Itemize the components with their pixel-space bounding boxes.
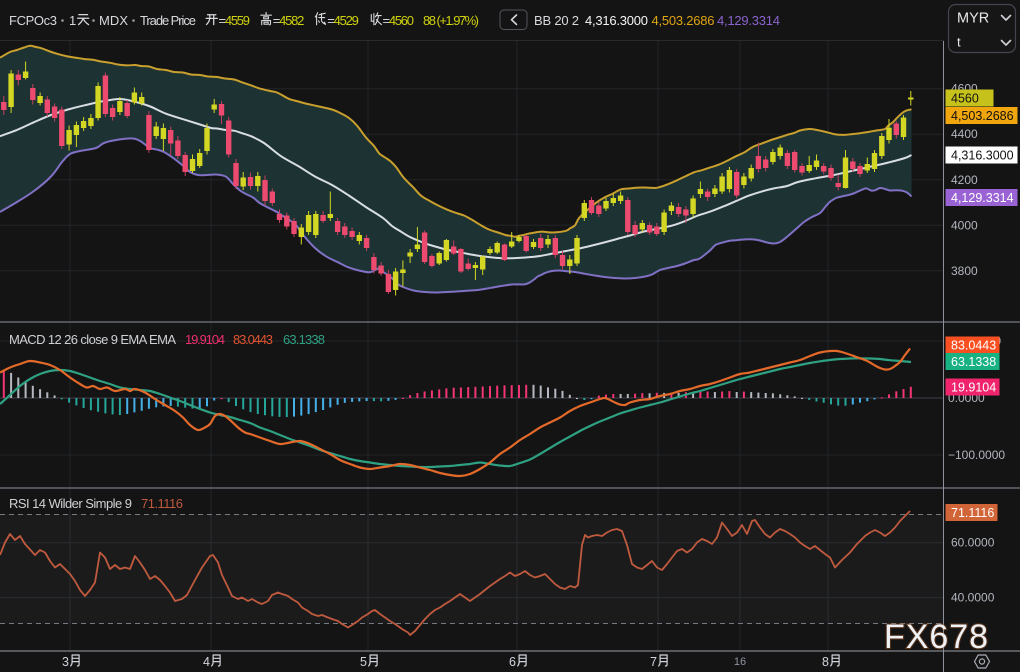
- svg-text:1: 1: [69, 13, 76, 28]
- svg-text:BB 20 2: BB 20 2: [534, 13, 579, 28]
- svg-text:4,316.3000: 4,316.3000: [951, 148, 1014, 162]
- svg-text:=4559: =4559: [219, 13, 251, 28]
- svg-text:=4529: =4529: [327, 13, 359, 28]
- svg-text:4,316.3000: 4,316.3000: [585, 13, 648, 28]
- svg-text:16: 16: [734, 656, 746, 668]
- svg-text:4000: 4000: [951, 218, 978, 232]
- svg-text:MDX: MDX: [99, 13, 128, 28]
- svg-text:4,503.2686: 4,503.2686: [951, 109, 1014, 123]
- svg-text:t: t: [957, 35, 961, 50]
- svg-text:3800: 3800: [951, 264, 978, 278]
- svg-text:FX678: FX678: [884, 618, 988, 656]
- svg-text:71.1116: 71.1116: [951, 506, 994, 520]
- svg-text:88 (+1.97%): 88 (+1.97%): [423, 13, 479, 28]
- svg-text:60.0000: 60.0000: [951, 536, 995, 550]
- svg-text:5: 5: [360, 655, 367, 669]
- svg-text:83.0443: 83.0443: [233, 332, 273, 347]
- svg-text:4200: 4200: [951, 173, 978, 187]
- svg-text:=4560: =4560: [383, 13, 415, 28]
- svg-text:83.0443: 83.0443: [951, 338, 996, 352]
- svg-text:63.1338: 63.1338: [951, 355, 996, 369]
- svg-text:3: 3: [62, 655, 69, 669]
- svg-text:MYR: MYR: [957, 11, 989, 27]
- svg-text:71.1116: 71.1116: [141, 496, 183, 511]
- svg-text:4400: 4400: [951, 127, 978, 141]
- svg-text:4,503.2686: 4,503.2686: [652, 13, 715, 28]
- svg-text:Trade Price: Trade Price: [140, 13, 196, 28]
- svg-text:FX678: FX678: [884, 618, 988, 656]
- svg-text:4,129.3314: 4,129.3314: [717, 13, 780, 28]
- svg-text:40.0000: 40.0000: [951, 591, 995, 605]
- svg-text:63.1338: 63.1338: [283, 332, 325, 347]
- svg-text:−100.0000: −100.0000: [948, 448, 1005, 462]
- svg-text:19.9104: 19.9104: [185, 332, 225, 347]
- svg-text:19.9104: 19.9104: [951, 380, 996, 394]
- svg-text:8: 8: [822, 655, 829, 669]
- svg-text:FCPOc3: FCPOc3: [9, 13, 57, 28]
- svg-text:MACD 12 26 close 9 EMA EMA: MACD 12 26 close 9 EMA EMA: [9, 332, 176, 347]
- svg-text:4560: 4560: [951, 91, 979, 105]
- svg-text:7: 7: [650, 655, 657, 669]
- svg-text:4: 4: [203, 655, 210, 669]
- svg-text:6: 6: [509, 655, 516, 669]
- svg-text:RSI 14 Wilder Simple 9: RSI 14 Wilder Simple 9: [9, 496, 132, 511]
- svg-text:4,129.3314: 4,129.3314: [951, 191, 1014, 205]
- svg-text:=4582: =4582: [273, 13, 305, 28]
